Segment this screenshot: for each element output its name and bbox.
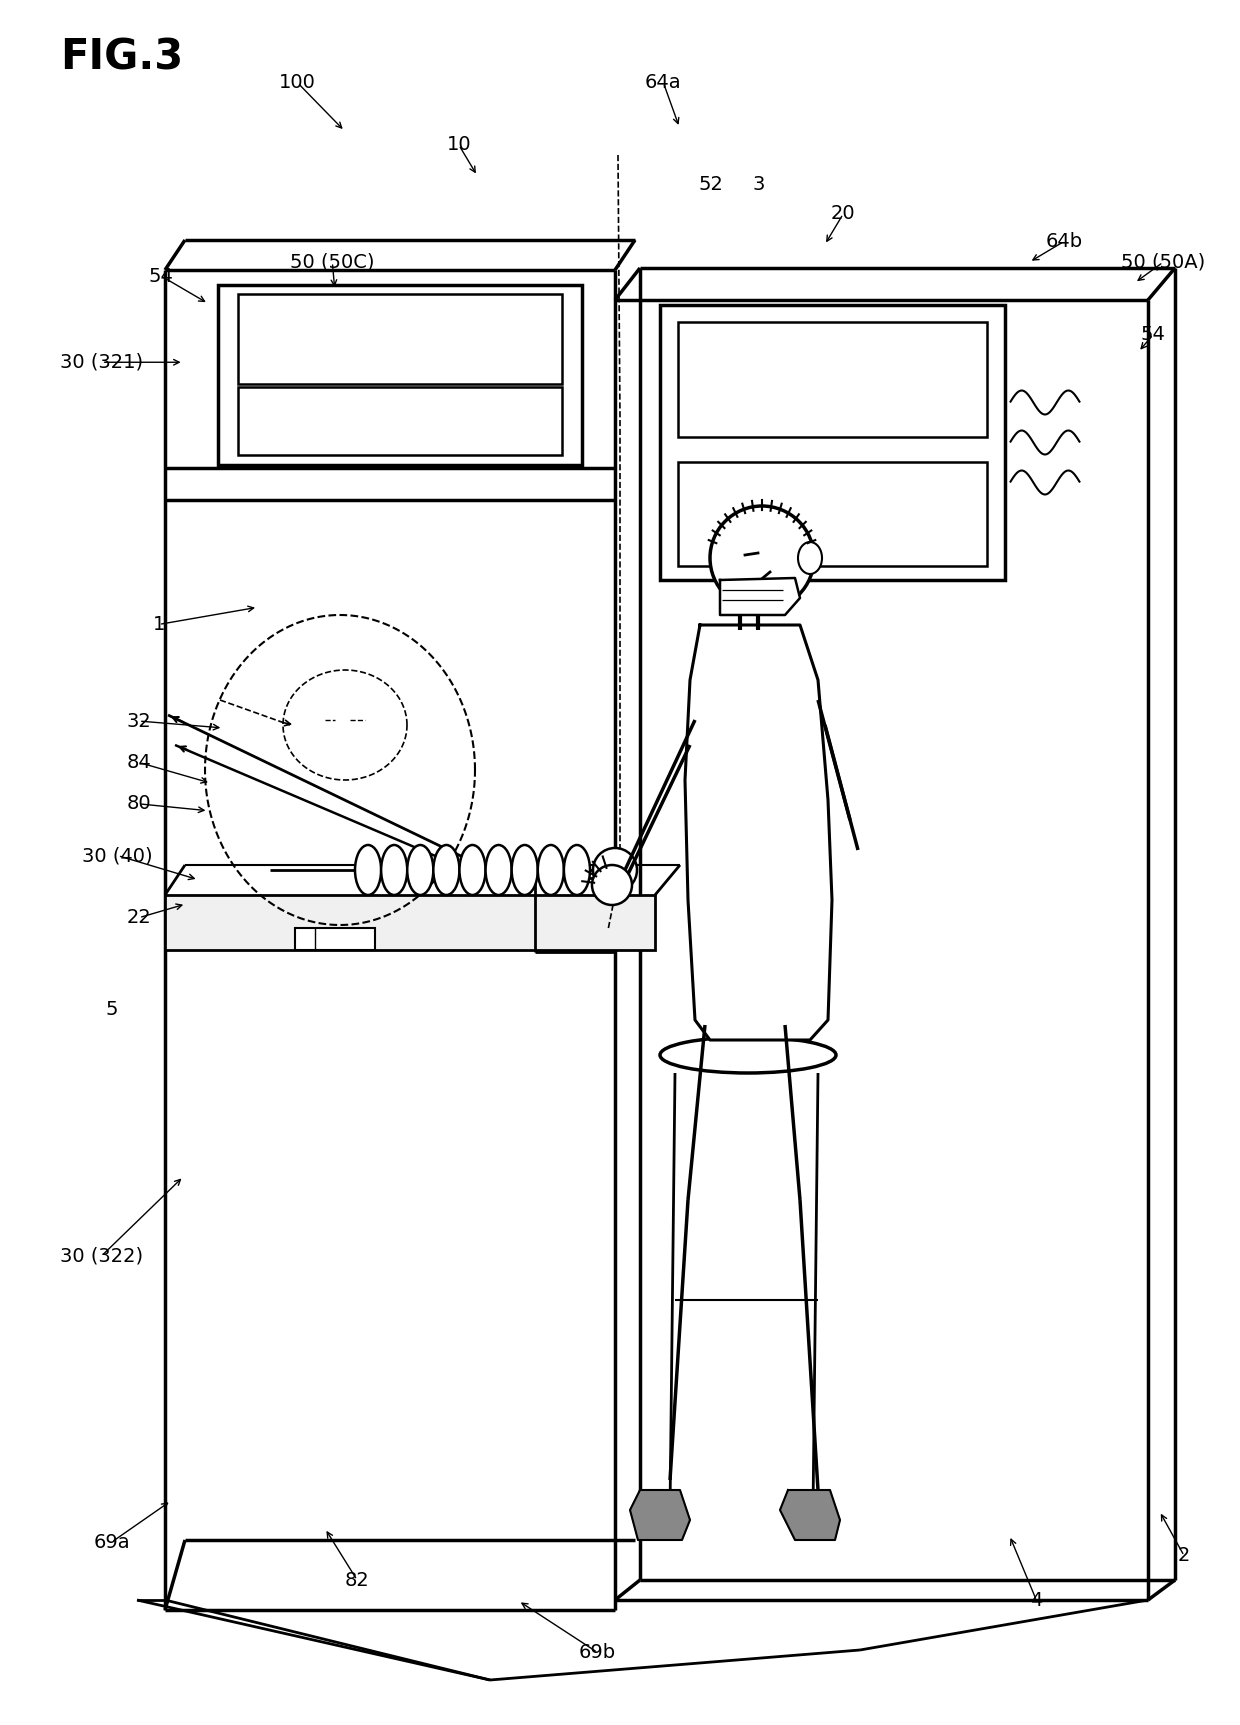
Bar	[678, 321, 987, 436]
Ellipse shape	[460, 845, 486, 895]
Circle shape	[593, 849, 637, 892]
Polygon shape	[684, 624, 832, 1040]
Circle shape	[711, 505, 813, 611]
Polygon shape	[720, 578, 800, 616]
Bar	[238, 386, 562, 455]
Text: 69a: 69a	[93, 1532, 130, 1552]
Ellipse shape	[355, 845, 381, 895]
Text: 50 (50C): 50 (50C)	[290, 252, 374, 273]
Text: 30 (322): 30 (322)	[60, 1245, 144, 1266]
Ellipse shape	[512, 845, 538, 895]
Bar	[295, 928, 374, 950]
Ellipse shape	[486, 845, 512, 895]
Bar	[238, 293, 562, 385]
Ellipse shape	[433, 845, 460, 895]
Text: 4: 4	[1030, 1590, 1043, 1611]
Text: 69b: 69b	[579, 1642, 616, 1663]
Text: FIG.3: FIG.3	[60, 36, 184, 79]
Text: 30 (321): 30 (321)	[60, 352, 144, 373]
Text: 3: 3	[753, 174, 765, 195]
Ellipse shape	[660, 1037, 836, 1073]
Text: 50 (50A): 50 (50A)	[1121, 252, 1205, 273]
Text: 82: 82	[345, 1570, 370, 1590]
Ellipse shape	[538, 845, 564, 895]
Ellipse shape	[564, 845, 590, 895]
Text: 54: 54	[1141, 324, 1166, 345]
Text: 32: 32	[126, 711, 151, 731]
Text: 64b: 64b	[1045, 231, 1083, 252]
Text: 5: 5	[105, 999, 118, 1019]
Text: 20: 20	[831, 204, 856, 224]
Text: 54: 54	[149, 266, 174, 286]
Text: 22: 22	[126, 907, 151, 928]
Text: 64a: 64a	[645, 72, 682, 93]
Ellipse shape	[381, 845, 407, 895]
Text: 80: 80	[126, 794, 151, 814]
Circle shape	[591, 864, 632, 906]
Ellipse shape	[799, 542, 822, 574]
Text: 52: 52	[698, 174, 723, 195]
Text: 100: 100	[279, 72, 316, 93]
Bar	[218, 285, 582, 466]
Polygon shape	[780, 1490, 839, 1540]
Ellipse shape	[407, 845, 433, 895]
Text: 84: 84	[126, 752, 151, 773]
Bar	[660, 305, 1004, 580]
Bar	[678, 462, 987, 566]
Text: 2: 2	[1178, 1546, 1190, 1566]
Polygon shape	[630, 1490, 689, 1540]
Bar	[165, 895, 655, 950]
Text: 1: 1	[153, 614, 165, 635]
Text: 30 (40): 30 (40)	[83, 845, 153, 866]
Text: 10: 10	[446, 135, 471, 155]
